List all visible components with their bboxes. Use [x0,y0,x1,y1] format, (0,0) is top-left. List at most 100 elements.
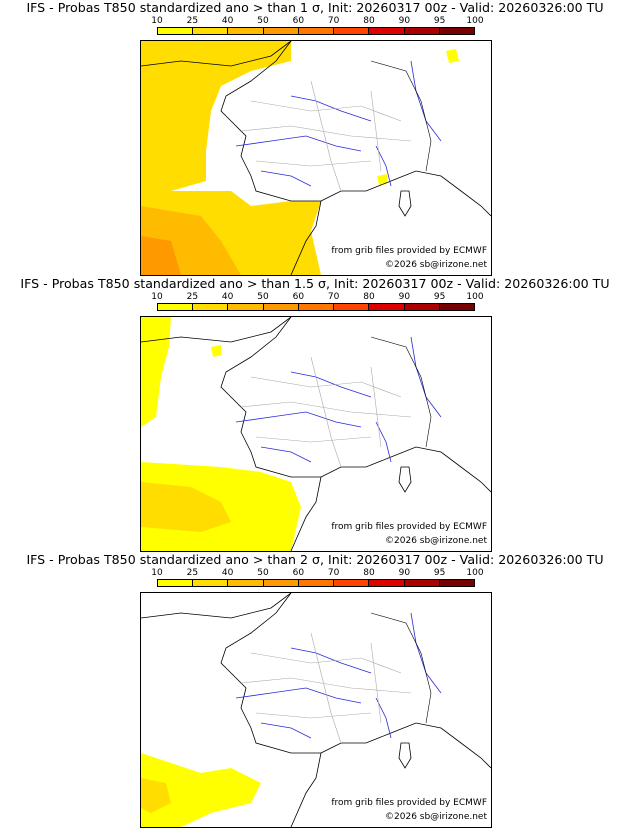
map-svg [141,41,491,275]
colorbar-tick-label: 60 [292,568,305,578]
colorbar-tick-label: 40 [221,292,234,302]
source-credit: from grib files provided by ECMWF [331,246,487,257]
prob-area-small [446,49,459,63]
colorbar-segment [263,580,299,586]
colorbar-tick-label: 50 [257,568,269,578]
coastline-south [320,446,491,493]
colorbar-segment [369,304,405,310]
colorbar [157,27,475,35]
source-credit: from grib files provided by ECMWF [331,522,487,533]
colorbar-tick-label: 100 [466,568,484,578]
corsica [398,742,412,769]
prob-area-small [211,345,221,357]
corsica [398,466,412,493]
river-rhine [410,60,442,142]
colorbar-segment [369,28,405,34]
corsica [398,190,412,217]
colorbar-segment [228,580,264,586]
panel-title: IFS - Probas T850 standardized ano > tha… [20,276,610,291]
river-rhone [375,421,392,463]
river-rhine [410,336,442,418]
coastline-south [320,170,491,217]
national-border [370,336,432,448]
colorbar-tick-label: 95 [433,568,446,578]
colorbar-tick-label: 90 [398,16,411,26]
colorbar-labels: 10 25 40 50 60 70 80 90 95 100 [140,16,492,26]
river-garonne [260,170,312,187]
colorbar-segment [158,580,194,586]
national-border [370,612,432,724]
colorbar-segment [193,28,229,34]
river-loire [235,135,362,152]
prob-area-small-2 [377,174,387,185]
colorbar-tick-label: 10 [151,16,163,26]
colorbar-tick-label: 60 [292,292,305,302]
colorbar-segment [334,304,370,310]
river-rhone [375,697,392,739]
colorbar-tick-label: 95 [433,16,446,26]
river-rhone [375,145,392,187]
prob-area-iberia-core [141,778,171,813]
colorbar-tick-label: 25 [186,16,199,26]
probability-map: from grib files provided by ECMWF ©2026 … [140,592,492,828]
colorbar-segment [334,580,370,586]
colorbar-labels: 10 25 40 50 60 70 80 90 95 100 [140,292,492,302]
colorbar [157,579,475,587]
source-credit: from grib files provided by ECMWF [331,798,487,809]
map-svg [141,317,491,551]
prob-area-iberia [141,753,261,827]
colorbar-segment [404,28,440,34]
colorbar-tick-label: 70 [327,568,340,578]
copyright-credit: ©2026 sb@irizone.net [385,260,487,271]
colorbar-tick-label: 60 [292,16,305,26]
colorbar-tick-label: 50 [257,292,269,302]
panel-title: IFS - Probas T850 standardized ano > tha… [26,0,604,15]
colorbar-segment [263,28,299,34]
map-panel-2: IFS - Probas T850 standardized ano > tha… [0,276,630,552]
river-rhine [410,612,442,694]
colorbar-segment [228,28,264,34]
probability-map: from grib files provided by ECMWF ©2026 … [140,316,492,552]
copyright-credit: ©2026 sb@irizone.net [385,536,487,547]
colorbar-tick-label: 100 [466,16,484,26]
coastline-south [320,722,491,769]
prob-area-iberia-core [141,482,231,532]
internal-borders [240,632,412,744]
colorbar-tick-label: 95 [433,292,446,302]
colorbar-segment [439,580,474,586]
internal-borders [240,356,412,468]
internal-borders [240,80,412,192]
coastline-uk [141,317,292,343]
colorbar-segment [334,28,370,34]
river-seine [290,371,372,398]
colorbar-tick-label: 40 [221,16,234,26]
colorbar-tick-label: 25 [186,568,199,578]
prob-area-atlantic [141,317,171,427]
map-panel-1: IFS - Probas T850 standardized ano > tha… [0,0,630,276]
coastline [220,317,322,551]
colorbar-segment [298,580,335,586]
probability-map: from grib files provided by ECMWF ©2026 … [140,40,492,276]
colorbar-tick-label: 80 [363,16,375,26]
river-seine [290,647,372,674]
map-svg [141,593,491,827]
river-loire [235,411,362,428]
colorbar-segment [193,580,229,586]
colorbar-segment [369,580,405,586]
colorbar-tick-label: 10 [151,568,163,578]
colorbar-tick-label: 100 [466,292,484,302]
coastline-uk [141,593,292,619]
colorbar-segment [439,304,474,310]
river-garonne [260,446,312,463]
colorbar [157,303,475,311]
river-garonne [260,722,312,739]
map-panel-3: IFS - Probas T850 standardized ano > tha… [0,552,630,828]
colorbar-tick-label: 90 [398,292,411,302]
colorbar-tick-label: 25 [186,292,199,302]
colorbar-segment [263,304,299,310]
coastline [220,593,322,827]
colorbar-segment [193,304,229,310]
river-loire [235,687,362,704]
river-seine [290,95,372,122]
coastline [220,41,322,275]
